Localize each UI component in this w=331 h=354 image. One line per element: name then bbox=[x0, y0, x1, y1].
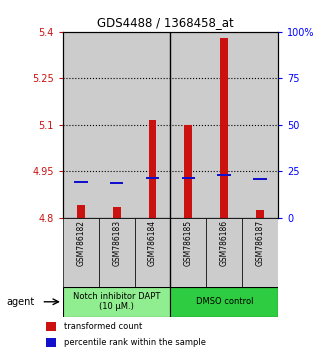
Bar bbox=[217, 175, 231, 176]
Text: DMSO control: DMSO control bbox=[196, 297, 253, 306]
Bar bbox=[149, 120, 157, 218]
Bar bbox=[113, 207, 120, 218]
Bar bbox=[63, 287, 170, 317]
Bar bbox=[206, 32, 242, 218]
Bar bbox=[256, 210, 264, 218]
Bar bbox=[135, 32, 170, 218]
Text: GDS4488 / 1368458_at: GDS4488 / 1368458_at bbox=[97, 17, 234, 29]
Bar bbox=[77, 205, 85, 218]
Text: GSM786185: GSM786185 bbox=[184, 220, 193, 266]
Bar bbox=[170, 287, 278, 317]
Bar bbox=[74, 181, 88, 183]
Text: GSM786184: GSM786184 bbox=[148, 220, 157, 266]
Bar bbox=[99, 218, 135, 287]
Bar bbox=[135, 32, 170, 218]
Bar bbox=[63, 218, 99, 287]
Bar bbox=[242, 32, 278, 218]
Bar bbox=[184, 125, 192, 218]
Bar bbox=[135, 218, 170, 287]
Bar bbox=[253, 178, 267, 180]
Bar bbox=[46, 322, 56, 331]
Text: GSM786183: GSM786183 bbox=[112, 220, 121, 266]
Bar bbox=[242, 218, 278, 287]
Bar bbox=[220, 38, 228, 218]
Bar bbox=[99, 32, 135, 218]
Bar bbox=[242, 32, 278, 218]
Text: GSM786182: GSM786182 bbox=[76, 220, 85, 266]
Text: GSM786187: GSM786187 bbox=[256, 220, 264, 266]
Bar bbox=[170, 32, 206, 218]
Bar bbox=[63, 32, 99, 218]
Text: GSM786186: GSM786186 bbox=[220, 220, 229, 266]
Bar bbox=[170, 32, 206, 218]
Bar bbox=[206, 218, 242, 287]
Text: percentile rank within the sample: percentile rank within the sample bbox=[64, 338, 206, 347]
Text: transformed count: transformed count bbox=[64, 322, 142, 331]
Text: Notch inhibitor DAPT
(10 μM.): Notch inhibitor DAPT (10 μM.) bbox=[73, 292, 160, 312]
Bar bbox=[63, 32, 99, 218]
Bar bbox=[170, 218, 206, 287]
Bar bbox=[206, 32, 242, 218]
Bar bbox=[146, 177, 159, 179]
Bar bbox=[182, 177, 195, 179]
Text: agent: agent bbox=[7, 297, 35, 307]
Bar bbox=[46, 338, 56, 347]
Bar bbox=[99, 32, 135, 218]
Bar bbox=[110, 182, 123, 184]
